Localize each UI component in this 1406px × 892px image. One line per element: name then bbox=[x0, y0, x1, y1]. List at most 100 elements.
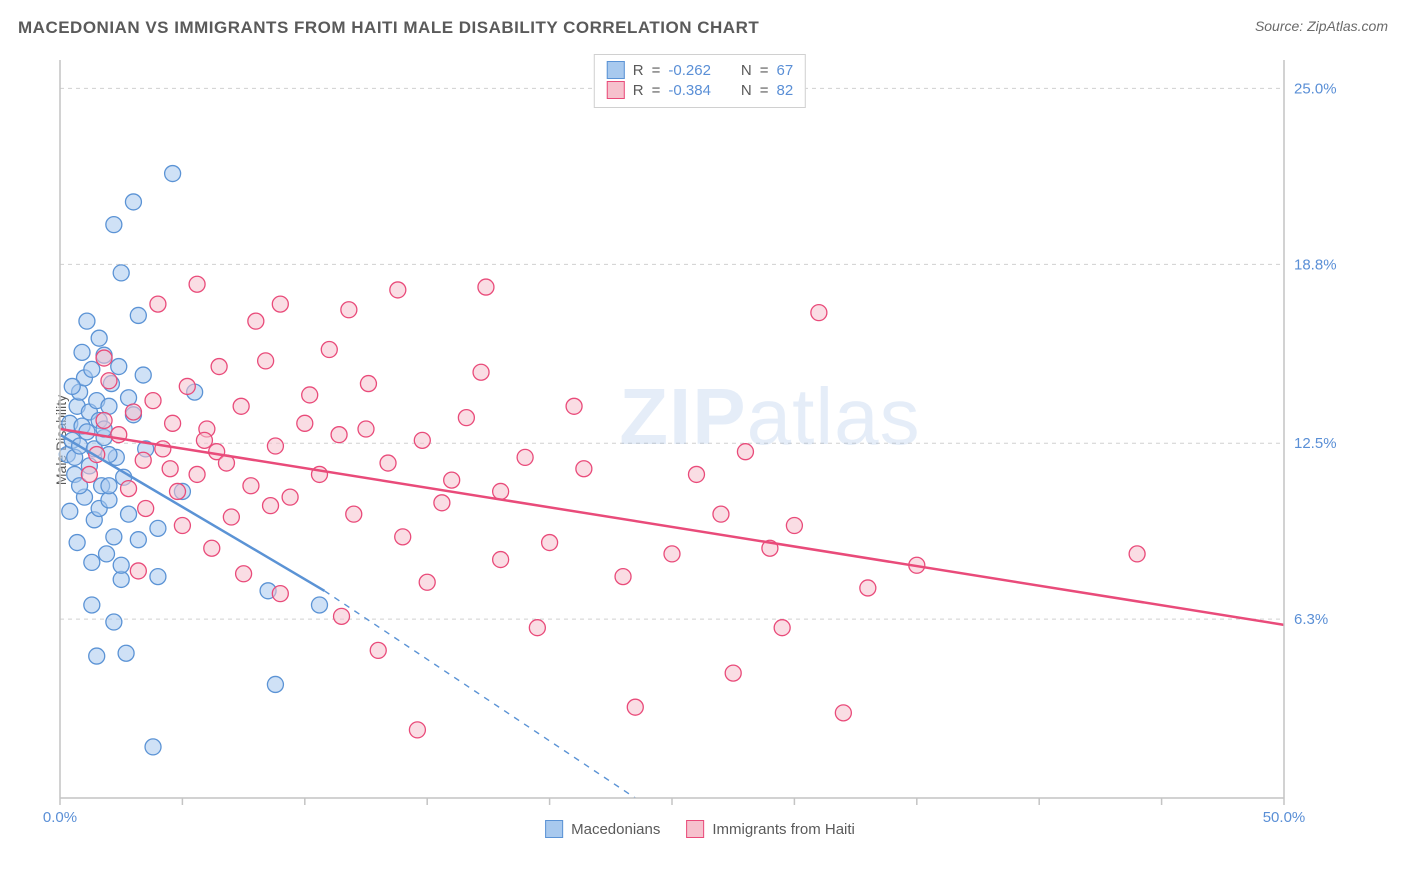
scatter-point bbox=[434, 495, 450, 511]
x-tick-label: 0.0% bbox=[43, 809, 77, 826]
scatter-point bbox=[130, 563, 146, 579]
scatter-point bbox=[135, 367, 151, 383]
scatter-point bbox=[96, 412, 112, 428]
scatter-point bbox=[737, 444, 753, 460]
scatter-point bbox=[106, 614, 122, 630]
scatter-point bbox=[150, 520, 166, 536]
scatter-point bbox=[258, 353, 274, 369]
scatter-point bbox=[174, 518, 190, 534]
scatter-point bbox=[101, 478, 117, 494]
stat-eq: = bbox=[652, 82, 661, 99]
stat-r-value-2: -0.384 bbox=[668, 82, 711, 99]
bottom-legend: Macedonians Immigrants from Haiti bbox=[545, 820, 855, 838]
scatter-point bbox=[130, 307, 146, 323]
scatter-point bbox=[267, 438, 283, 454]
scatter-point bbox=[478, 279, 494, 295]
scatter-point bbox=[664, 546, 680, 562]
scatter-point bbox=[493, 552, 509, 568]
scatter-point bbox=[341, 302, 357, 318]
scatter-point bbox=[64, 378, 80, 394]
y-tick-label: 18.8% bbox=[1294, 256, 1337, 273]
scatter-point bbox=[297, 415, 313, 431]
scatter-point bbox=[189, 276, 205, 292]
stat-n-label: N bbox=[741, 82, 752, 99]
scatter-point bbox=[380, 455, 396, 471]
watermark: ZIPatlas bbox=[619, 372, 920, 461]
scatter-point bbox=[96, 350, 112, 366]
scatter-point bbox=[627, 699, 643, 715]
scatter-point bbox=[211, 359, 227, 375]
scatter-point bbox=[145, 739, 161, 755]
scatter-point bbox=[125, 404, 141, 420]
scatter-point bbox=[138, 500, 154, 516]
scatter-point bbox=[688, 466, 704, 482]
scatter-point bbox=[390, 282, 406, 298]
chart-source: Source: ZipAtlas.com bbox=[1255, 18, 1388, 34]
scatter-point bbox=[263, 498, 279, 514]
scatter-point bbox=[150, 569, 166, 585]
scatter-point bbox=[179, 378, 195, 394]
scatter-point bbox=[272, 586, 288, 602]
legend-item-1: Macedonians bbox=[545, 820, 660, 838]
scatter-point bbox=[395, 529, 411, 545]
stat-eq: = bbox=[760, 62, 769, 79]
scatter-point bbox=[267, 676, 283, 692]
scatter-point bbox=[113, 557, 129, 573]
scatter-point bbox=[135, 452, 151, 468]
scatter-point bbox=[713, 506, 729, 522]
scatter-point bbox=[566, 398, 582, 414]
scatter-point bbox=[125, 194, 141, 210]
stat-n-value-1: 67 bbox=[777, 62, 794, 79]
scatter-point bbox=[334, 608, 350, 624]
scatter-plot-svg: ZIPatlas0.0%50.0%6.3%12.5%18.8%25.0% bbox=[52, 54, 1348, 826]
scatter-point bbox=[79, 313, 95, 329]
scatter-point bbox=[165, 166, 181, 182]
stat-n-value-2: 82 bbox=[777, 82, 794, 99]
scatter-point bbox=[360, 376, 376, 392]
stats-legend: R = -0.262 N = 67 R = -0.384 N = 82 bbox=[594, 54, 806, 108]
scatter-point bbox=[106, 217, 122, 233]
scatter-point bbox=[62, 503, 78, 519]
scatter-point bbox=[860, 580, 876, 596]
scatter-point bbox=[113, 265, 129, 281]
scatter-point bbox=[99, 546, 115, 562]
scatter-point bbox=[74, 344, 90, 360]
y-tick-label: 12.5% bbox=[1294, 435, 1337, 452]
legend-label-2: Immigrants from Haiti bbox=[712, 821, 855, 838]
legend-label-1: Macedonians bbox=[571, 821, 660, 838]
scatter-point bbox=[84, 554, 100, 570]
scatter-point bbox=[272, 296, 288, 312]
scatter-point bbox=[84, 597, 100, 613]
y-tick-label: 6.3% bbox=[1294, 611, 1328, 628]
scatter-point bbox=[233, 398, 249, 414]
scatter-point bbox=[473, 364, 489, 380]
scatter-point bbox=[576, 461, 592, 477]
scatter-point bbox=[370, 642, 386, 658]
scatter-point bbox=[282, 489, 298, 505]
trend-line-1-ext bbox=[324, 591, 635, 798]
scatter-point bbox=[414, 432, 430, 448]
scatter-point bbox=[346, 506, 362, 522]
scatter-point bbox=[189, 466, 205, 482]
scatter-point bbox=[130, 532, 146, 548]
scatter-point bbox=[69, 535, 85, 551]
scatter-point bbox=[118, 645, 134, 661]
scatter-point bbox=[111, 359, 127, 375]
plot-area: Male Disability R = -0.262 N = 67 R = -0… bbox=[52, 54, 1348, 826]
scatter-point bbox=[331, 427, 347, 443]
scatter-point bbox=[81, 466, 97, 482]
scatter-point bbox=[150, 296, 166, 312]
stat-n-label: N bbox=[741, 62, 752, 79]
scatter-point bbox=[321, 342, 337, 358]
scatter-point bbox=[774, 620, 790, 636]
legend-item-2: Immigrants from Haiti bbox=[686, 820, 855, 838]
scatter-point bbox=[615, 569, 631, 585]
scatter-point bbox=[248, 313, 264, 329]
scatter-point bbox=[121, 506, 137, 522]
stat-r-value-1: -0.262 bbox=[668, 62, 711, 79]
scatter-point bbox=[223, 509, 239, 525]
scatter-point bbox=[89, 648, 105, 664]
swatch-series-1 bbox=[607, 61, 625, 79]
scatter-point bbox=[358, 421, 374, 437]
scatter-point bbox=[204, 540, 220, 556]
